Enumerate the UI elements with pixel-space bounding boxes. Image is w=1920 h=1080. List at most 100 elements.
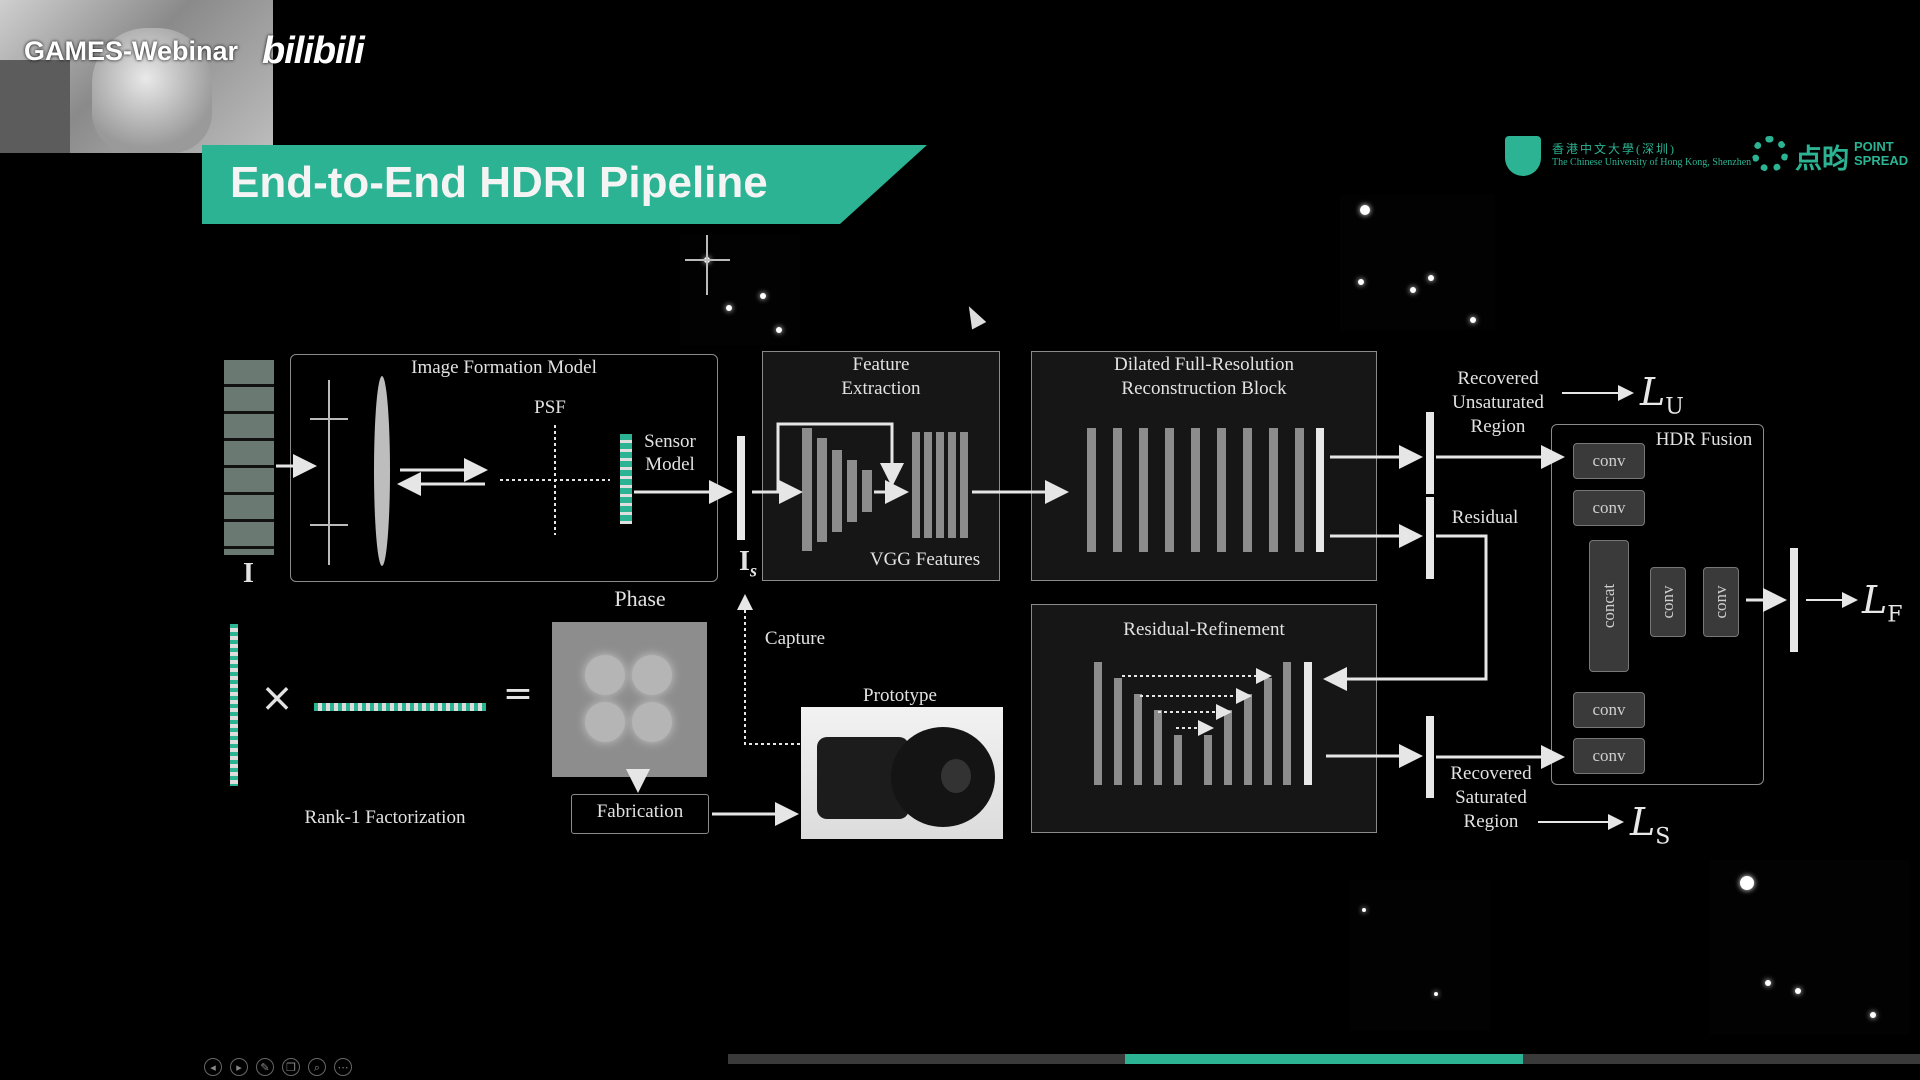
refine-layer-10 (1283, 662, 1291, 785)
dilated-output-layer (1316, 428, 1324, 552)
phase-label: Phase (614, 586, 666, 611)
title-banner (202, 145, 927, 224)
sensor-image-label: Is (728, 548, 768, 583)
bilibili-logo: bilibili (262, 30, 365, 72)
pointspread-logo-icon (1752, 136, 1788, 172)
sensor-image-bar (737, 436, 745, 540)
loss-fusion: LF (1862, 578, 1903, 628)
next-icon[interactable]: ▸ (230, 1058, 248, 1076)
feature-stack-3 (936, 432, 944, 538)
equals-symbol: = (502, 673, 534, 714)
image-formation-model-box (290, 354, 718, 582)
refine-layer-1 (1094, 662, 1102, 785)
refine-layer-6 (1204, 735, 1212, 785)
feature-stack-4 (948, 432, 956, 538)
phase-pattern-image (552, 622, 707, 777)
refine-layer-7 (1224, 710, 1232, 785)
recovered-unsaturated-label-2: Unsaturated (1452, 392, 1544, 413)
copy-icon[interactable]: ❐ (282, 1058, 300, 1076)
video-progress-bar[interactable] (728, 1054, 1920, 1064)
pointspread-name-cn: 点昀 (1795, 144, 1849, 175)
loss-unsaturated-symbol: L (1640, 370, 1666, 414)
more-icon[interactable]: ⋯ (334, 1058, 352, 1076)
aperture-element (328, 380, 330, 565)
hdr-fusion-label: HDR Fusion (1655, 429, 1753, 450)
rank1-row-vector (314, 703, 486, 711)
refine-layer-5 (1174, 735, 1182, 785)
recovered-unsaturated-label-1: Recovered (1457, 368, 1539, 389)
vgg-features-label: VGG Features (869, 549, 981, 570)
loss-fusion-subscript: F (1887, 602, 1903, 628)
dilated-reconstruction-label-1: Dilated Full-Resolution (1114, 354, 1294, 375)
refine-layer-9 (1264, 678, 1272, 785)
dilated-layer-5 (1191, 428, 1200, 552)
vgg-layer-3 (832, 450, 842, 532)
dilated-layer-3 (1139, 428, 1148, 552)
fabrication-label: Fabrication (596, 801, 684, 822)
refine-layer-4 (1154, 710, 1162, 785)
pointspread-word-1: POINT (1854, 139, 1894, 154)
sensor-element (620, 434, 632, 524)
input-label: I (243, 558, 254, 589)
dilated-layer-7 (1243, 428, 1252, 552)
hdr-sample-bottom-left-image (1350, 880, 1490, 1030)
cuhk-crest-icon (1505, 136, 1541, 176)
recovered-unsaturated-label-3: Region (1470, 416, 1526, 437)
cuhk-name-en: The Chinese University of Hong Kong, She… (1552, 157, 1752, 168)
vgg-layer-5 (862, 470, 872, 512)
dilated-reconstruction-label-2: Reconstruction Block (1121, 378, 1287, 399)
pointspread-name-en: POINT SPREAD (1854, 140, 1908, 168)
refine-layer-3 (1134, 694, 1142, 785)
video-progress-fill (1125, 1054, 1523, 1064)
residual-refinement-label: Residual-Refinement (1123, 619, 1285, 640)
dilated-layer-9 (1295, 428, 1304, 552)
zoom-icon[interactable]: ⌕ (308, 1058, 326, 1076)
aperture-tick-top (310, 418, 348, 420)
residual-refinement-box (1031, 604, 1377, 833)
fusion-conv-vertical-2: conv (1703, 567, 1739, 637)
refine-layer-8 (1244, 694, 1252, 785)
unsaturated-output-bar (1426, 412, 1434, 494)
dilated-layer-6 (1217, 428, 1226, 552)
vgg-layer-1 (802, 428, 812, 551)
prev-icon[interactable]: ◂ (204, 1058, 222, 1076)
psf-sample-image (680, 235, 800, 345)
loss-saturated: LS (1630, 800, 1670, 850)
fabrication-box (571, 794, 709, 834)
hdr-sample-bottom-right-image (1710, 860, 1910, 1035)
vgg-layer-4 (847, 460, 857, 522)
loss-saturated-subscript: S (1655, 824, 1671, 850)
recovered-saturated-label-3: Region (1463, 811, 1519, 832)
loss-unsaturated: LU (1640, 370, 1684, 420)
fusion-conv-2: conv (1573, 490, 1645, 526)
residual-output-bar (1426, 497, 1434, 579)
sensor-model-label-1: Sensor (644, 431, 696, 452)
dilated-layer-4 (1165, 428, 1174, 552)
fusion-conv-4: conv (1573, 738, 1645, 774)
feature-extraction-label-1: Feature (852, 354, 910, 375)
fusion-conv-vertical-1: conv (1650, 567, 1686, 637)
rank1-column-vector (230, 624, 238, 786)
residual-label: Residual (1451, 507, 1519, 528)
fusion-conv-3: conv (1573, 692, 1645, 728)
dilated-layer-2 (1113, 428, 1122, 552)
pointspread-word-2: SPREAD (1854, 153, 1909, 168)
feature-stack-1 (912, 432, 920, 538)
aperture-tick-bottom (310, 524, 348, 526)
prototype-label: Prototype (863, 685, 937, 706)
slide-title: End-to-End HDRI Pipeline (230, 158, 768, 207)
rank1-factorization-label: Rank-1 Factorization (304, 807, 466, 828)
recovered-saturated-label-2: Saturated (1455, 787, 1527, 808)
saturated-output-bar (1426, 716, 1434, 798)
presenter-webcam (0, 0, 273, 153)
pen-icon[interactable]: ✎ (256, 1058, 274, 1076)
psf-label: PSF (534, 397, 566, 418)
cuhk-name-cn: 香港中文大學(深圳) (1552, 142, 1676, 156)
loss-fusion-symbol: L (1862, 578, 1888, 622)
loss-unsaturated-subscript: U (1665, 394, 1684, 420)
lens-element (374, 376, 390, 566)
refine-output-layer (1304, 662, 1312, 785)
fusion-conv-1: conv (1573, 443, 1645, 479)
feature-extraction-label-2: Extraction (841, 378, 921, 399)
